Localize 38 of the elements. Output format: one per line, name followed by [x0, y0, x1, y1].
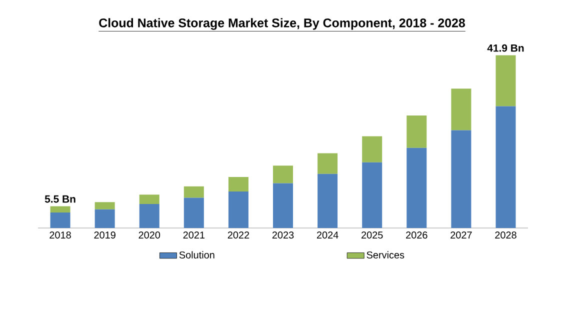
legend-label: Solution: [179, 251, 214, 258]
bar: [406, 148, 427, 228]
bar: [139, 204, 160, 228]
bar: [273, 183, 294, 228]
x-tick-label: 2024: [316, 232, 338, 239]
x-tick-label: 2020: [138, 232, 160, 239]
bar: [139, 194, 160, 204]
legend-label: Services: [366, 251, 404, 258]
x-tick-label: 2025: [362, 232, 383, 239]
chart-title: Cloud Native Storage Market Size, By Component, 2018 - 2028: [99, 18, 465, 30]
annotation: 41.9 Bn: [487, 44, 524, 52]
bar: [318, 153, 338, 174]
x-tick-label: 2019: [94, 232, 116, 239]
bar: [273, 166, 294, 184]
bar: [228, 192, 248, 228]
bar: [184, 186, 204, 198]
bar: [94, 209, 115, 228]
x-tick-label: 2028: [495, 232, 516, 239]
bar: [50, 212, 70, 228]
x-tick-label: 2018: [50, 232, 71, 239]
x-tick-label: 2026: [406, 232, 428, 239]
bar: [406, 116, 427, 148]
bar: [362, 162, 382, 228]
bar: [50, 206, 70, 212]
x-tick-label: 2027: [450, 232, 472, 239]
x-tick-label: 2023: [272, 232, 294, 239]
bar: [496, 55, 516, 106]
x-tick-label: 2021: [183, 232, 205, 239]
bar: [362, 136, 382, 162]
bar: [451, 130, 472, 228]
bar: [228, 177, 248, 192]
annotation: 5.5 Bn: [44, 195, 76, 203]
bar: [318, 174, 338, 228]
x-tick-label: 2022: [228, 232, 250, 239]
bar: [451, 88, 472, 130]
bar: [94, 202, 115, 210]
bar: [184, 198, 204, 228]
bar: [496, 106, 516, 228]
